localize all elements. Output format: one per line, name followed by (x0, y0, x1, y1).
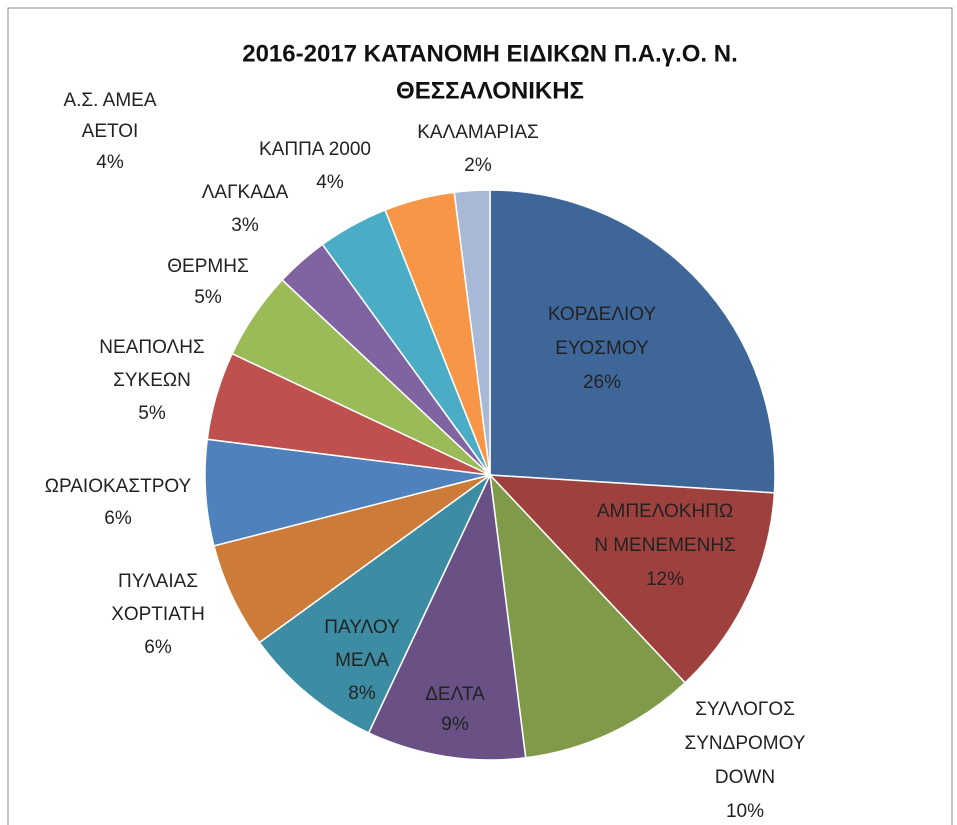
slice-label: Α.Σ. ΑΜΕΑ (63, 90, 156, 111)
slice-label: DOWN (715, 767, 775, 788)
slice-label: ΣΥΝΔΡΟΜΟΥ (685, 733, 806, 754)
pie-slice (488, 472, 687, 759)
slice-value-label: 12% (646, 569, 684, 590)
slice-label: ΣΥΛΛΟΓΟΣ (695, 699, 795, 720)
pie-slice (367, 472, 527, 761)
slice-label: Ν ΜΕΝΕΜΕΝΗΣ (594, 535, 736, 556)
pie-slice (489, 189, 776, 494)
slice-value-label: 2% (464, 155, 492, 176)
slice-label: ΠΥΛΑΙΑΣ (118, 571, 198, 592)
slice-value-label: 4% (96, 152, 124, 173)
slice-label: ΠΑΥΛΟΥ (324, 617, 400, 638)
slice-value-label: 10% (726, 801, 764, 822)
slice-value-label: 9% (441, 714, 469, 735)
slice-value-label: 26% (583, 372, 621, 393)
slice-value-label: 6% (104, 508, 132, 529)
slice-label: ΚΑΠΠΑ 2000 (259, 139, 371, 160)
pie-slice (258, 474, 491, 734)
slice-value-label: 5% (138, 403, 166, 424)
slice-value-label: 4% (316, 172, 344, 193)
slice-label: ΘΕΡΜΗΣ (167, 256, 248, 277)
slice-label: ΧΟΡΤΙΑΤΗ (111, 604, 205, 625)
chart-title: 2016-2017 ΚΑΤΑΝΟΜΗ ΕΙΔΙΚΩΝ Π.Α.γ.Ο. Ν. (242, 40, 738, 67)
slice-value-label: 5% (194, 287, 222, 308)
slice-label: ΕΥΟΣΜΟΥ (555, 338, 649, 359)
slice-label: ΑΜΠΕΛΟΚΗΠΩ (597, 501, 733, 522)
slice-label: ΚΟΡΔΕΛΙΟΥ (548, 304, 657, 325)
slice-value-label: 3% (231, 215, 259, 236)
chart-title: ΘΕΣΣΑΛΟΝΙΚΗΣ (396, 77, 584, 104)
slice-label: ΣΥΚΕΩΝ (113, 370, 191, 391)
slice-label: ΑΕΤΟΙ (82, 121, 139, 142)
pie-slice (488, 474, 776, 684)
slice-value-label: 6% (144, 637, 172, 658)
slice-label: ΩΡΑΙΟΚΑΣΤΡΟΥ (45, 476, 192, 497)
slice-label: ΚΑΛΑΜΑΡΙΑΣ (417, 122, 539, 143)
slice-label: ΝΕΑΠΟΛΗΣ (99, 337, 204, 358)
pie-slice (453, 189, 491, 476)
slice-label: ΔΕΛΤΑ (425, 684, 485, 705)
slice-value-label: 8% (348, 683, 376, 704)
slice-label: ΛΑΓΚΑΔΑ (202, 182, 289, 203)
slice-label: ΜΕΛΑ (335, 650, 389, 671)
